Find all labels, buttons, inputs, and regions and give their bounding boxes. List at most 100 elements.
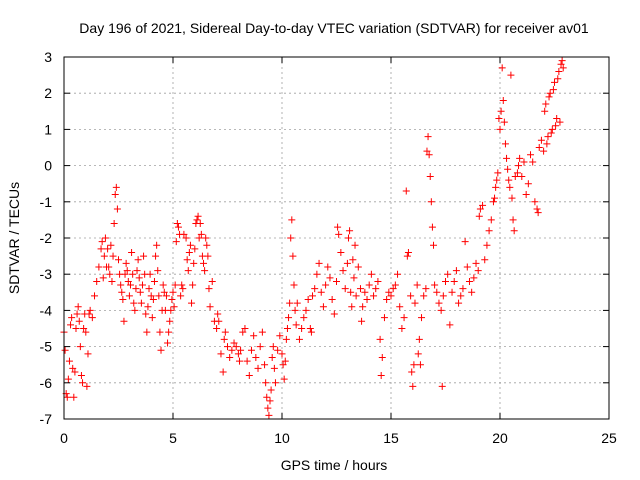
data-point	[276, 332, 284, 340]
data-point	[300, 314, 308, 322]
data-point	[109, 252, 117, 260]
data-point	[411, 299, 419, 307]
data-point	[205, 285, 213, 293]
data-point	[495, 115, 503, 123]
data-point	[279, 361, 287, 369]
data-point	[487, 216, 495, 224]
data-point	[335, 230, 343, 238]
data-point	[125, 292, 133, 300]
data-point	[178, 281, 186, 289]
data-point	[389, 285, 397, 293]
data-point	[245, 372, 253, 380]
data-point	[439, 292, 447, 300]
data-point	[247, 346, 255, 354]
data-point	[135, 274, 143, 282]
data-point	[73, 310, 81, 318]
data-point	[424, 133, 432, 141]
data-point	[510, 227, 518, 235]
data-point	[288, 216, 296, 224]
y-tick-label: -1	[40, 194, 53, 210]
data-point	[120, 317, 128, 325]
data-point	[261, 361, 269, 369]
data-point	[324, 263, 332, 271]
data-point	[180, 230, 188, 238]
data-point	[363, 296, 371, 304]
data-point	[376, 335, 384, 343]
data-point	[132, 285, 140, 293]
x-tick-label: 20	[492, 430, 508, 446]
data-point	[485, 227, 493, 235]
data-point	[63, 393, 71, 401]
data-point	[457, 292, 465, 300]
data-point	[413, 281, 421, 289]
data-point	[265, 411, 273, 419]
data-point	[107, 241, 115, 249]
y-tick-label: -6	[40, 375, 53, 391]
data-point	[422, 285, 430, 293]
data-point	[173, 220, 181, 228]
data-point	[190, 259, 198, 267]
data-point	[304, 296, 312, 304]
data-point	[76, 343, 84, 351]
data-point	[201, 267, 209, 275]
data-point	[228, 346, 236, 354]
data-point	[149, 296, 157, 304]
data-point	[126, 281, 134, 289]
data-point	[410, 361, 418, 369]
data-point	[115, 256, 122, 264]
data-point	[134, 256, 142, 264]
y-tick-label: 2	[44, 85, 52, 101]
data-point	[71, 368, 79, 376]
data-point	[374, 277, 382, 285]
data-point	[99, 274, 107, 282]
data-point	[292, 321, 300, 329]
data-point	[82, 328, 90, 336]
data-point	[425, 151, 433, 159]
x-tick-label: 25	[601, 430, 617, 446]
data-point	[556, 118, 564, 126]
data-point	[409, 382, 417, 390]
data-point	[185, 248, 193, 256]
data-point	[326, 274, 334, 282]
data-point	[337, 248, 345, 256]
data-point	[356, 285, 364, 293]
data-point	[268, 353, 276, 361]
data-point	[118, 288, 126, 296]
data-point	[177, 292, 185, 300]
data-point	[359, 303, 367, 311]
data-point	[111, 191, 119, 199]
data-point	[481, 256, 489, 264]
data-point	[256, 343, 264, 351]
data-point	[270, 364, 278, 372]
data-point	[291, 306, 299, 314]
data-point	[171, 281, 179, 289]
data-point	[254, 364, 262, 372]
data-point	[142, 310, 150, 318]
data-point	[204, 252, 212, 260]
data-point	[385, 288, 393, 296]
data-point	[230, 339, 238, 347]
data-point	[67, 321, 75, 329]
x-tick-label: 15	[383, 430, 399, 446]
data-point	[370, 292, 378, 300]
data-point	[266, 397, 274, 405]
y-tick-label: -7	[40, 411, 53, 427]
data-point	[542, 100, 550, 108]
data-point	[553, 115, 561, 123]
data-point	[461, 238, 469, 246]
data-point	[527, 151, 535, 159]
data-point	[170, 303, 178, 311]
data-point	[547, 129, 555, 137]
data-point	[69, 364, 77, 372]
data-point	[545, 93, 553, 101]
data-point	[333, 277, 340, 285]
data-point	[167, 306, 175, 314]
data-point	[520, 158, 528, 166]
data-point	[313, 270, 321, 278]
data-point	[506, 183, 514, 191]
data-point	[131, 306, 139, 314]
data-point	[250, 332, 258, 340]
data-point	[147, 292, 155, 300]
data-point	[150, 277, 158, 285]
data-point	[351, 241, 359, 249]
